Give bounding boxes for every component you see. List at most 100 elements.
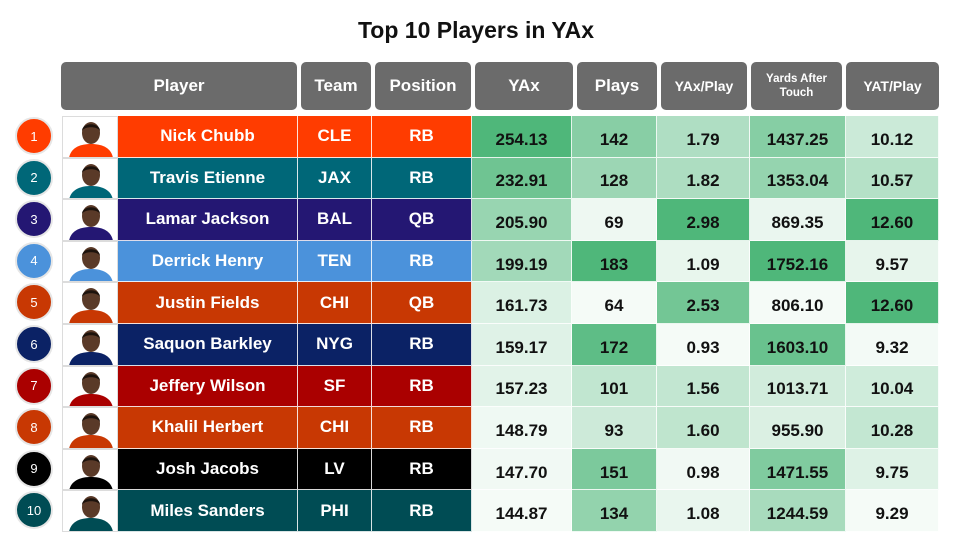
yax-per-play-cell: 0.98 [657, 448, 750, 491]
table-row: 2 Travis Etienne JAX RB 232.91 128 1.82 1353.04… [0, 157, 960, 200]
yat-per-play-cell: 10.04 [846, 365, 939, 408]
table-row: 1 Nick Chubb CLE RB 254.13 142 1.79 1437.25 10.1… [0, 116, 960, 158]
team-cell: CLE [298, 116, 372, 158]
position-cell: RB [372, 490, 472, 532]
header-player: Player [61, 62, 297, 110]
headshot-icon [69, 122, 113, 157]
player-headshot [62, 490, 118, 532]
headshot-icon [69, 454, 113, 490]
yat-per-play-cell: 10.28 [846, 407, 939, 449]
yards-after-touch-cell: 955.90 [750, 407, 846, 449]
header-plays: Plays [577, 62, 657, 110]
position-cell: RB [372, 324, 472, 366]
plays-cell: 64 [572, 282, 657, 324]
position-cell: RB [372, 157, 472, 200]
position-cell: RB [372, 448, 472, 491]
rank-badge: 3 [15, 200, 53, 239]
yax-cell: 147.70 [472, 448, 572, 491]
yat-per-play-cell: 12.60 [846, 282, 939, 324]
player-name-cell: Jeffery Wilson [118, 365, 298, 408]
yax-per-play-cell: 2.53 [657, 282, 750, 324]
table-row: 5 Justin Fields CHI QB 161.73 64 2.53 806.10 12.… [0, 282, 960, 324]
table-row: 4 Derrick Henry TEN RB 199.19 183 1.09 1752.16 9… [0, 240, 960, 283]
position-cell: RB [372, 116, 472, 158]
player-headshot [62, 116, 118, 158]
yards-after-touch-cell: 806.10 [750, 282, 846, 324]
headshot-icon [69, 413, 113, 448]
player-headshot [62, 240, 118, 283]
header-team: Team [301, 62, 371, 110]
yat-per-play-cell: 9.75 [846, 448, 939, 491]
header-yax: YAx [475, 62, 573, 110]
table-row: 8 Khalil Herbert CHI RB 148.79 93 1.60 955.90 10… [0, 407, 960, 449]
player-name-cell: Lamar Jackson [118, 199, 298, 241]
plays-cell: 101 [572, 365, 657, 408]
yards-after-touch-cell: 1437.25 [750, 116, 846, 158]
yax-per-play-cell: 2.98 [657, 199, 750, 241]
team-cell: NYG [298, 324, 372, 366]
rank-badge: 5 [15, 283, 53, 322]
position-cell: QB [372, 282, 472, 324]
player-name-cell: Derrick Henry [118, 240, 298, 283]
yax-cell: 199.19 [472, 240, 572, 283]
table-row: 10 Miles Sanders PHI RB 144.87 134 1.08 1244.59… [0, 490, 960, 532]
player-headshot [62, 199, 118, 241]
plays-cell: 69 [572, 199, 657, 241]
yat-per-play-cell: 9.57 [846, 240, 939, 283]
yax-per-play-cell: 1.56 [657, 365, 750, 408]
table-row: 3 Lamar Jackson BAL QB 205.90 69 2.98 869.35 12.… [0, 199, 960, 241]
header-yat-per-play: YAT/Play [846, 62, 939, 110]
yax-cell: 205.90 [472, 199, 572, 241]
player-name-cell: Khalil Herbert [118, 407, 298, 449]
rank-badge: 1 [15, 117, 53, 155]
header-position: Position [375, 62, 471, 110]
plays-cell: 183 [572, 240, 657, 283]
yax-per-play-cell: 1.82 [657, 157, 750, 200]
yax-per-play-cell: 1.09 [657, 240, 750, 283]
player-name-cell: Justin Fields [118, 282, 298, 324]
rank-badge: 6 [15, 325, 53, 363]
yax-cell: 159.17 [472, 324, 572, 366]
position-cell: RB [372, 240, 472, 283]
yat-per-play-cell: 10.12 [846, 116, 939, 158]
yards-after-touch-cell: 1471.55 [750, 448, 846, 491]
headshot-icon [69, 246, 113, 282]
team-cell: JAX [298, 157, 372, 200]
headshot-icon [69, 496, 113, 531]
player-name-cell: Nick Chubb [118, 116, 298, 158]
yax-cell: 161.73 [472, 282, 572, 324]
header-yards-after-touch: Yards After Touch [751, 62, 842, 110]
player-name-cell: Saquon Barkley [118, 324, 298, 366]
player-name-cell: Travis Etienne [118, 157, 298, 200]
yards-after-touch-cell: 1603.10 [750, 324, 846, 366]
plays-cell: 93 [572, 407, 657, 449]
team-cell: LV [298, 448, 372, 491]
headshot-icon [69, 288, 113, 323]
yax-cell: 254.13 [472, 116, 572, 158]
table-row: 9 Josh Jacobs LV RB 147.70 151 0.98 1471.55 9.75 [0, 448, 960, 491]
rank-badge: 8 [15, 408, 53, 447]
player-name-cell: Miles Sanders [118, 490, 298, 532]
player-headshot [62, 448, 118, 491]
yax-per-play-cell: 0.93 [657, 324, 750, 366]
team-cell: SF [298, 365, 372, 408]
team-cell: CHI [298, 282, 372, 324]
yax-cell: 144.87 [472, 490, 572, 532]
position-cell: QB [372, 199, 472, 241]
player-headshot [62, 157, 118, 200]
team-cell: BAL [298, 199, 372, 241]
yards-after-touch-cell: 869.35 [750, 199, 846, 241]
yards-after-touch-cell: 1353.04 [750, 157, 846, 200]
plays-cell: 151 [572, 448, 657, 491]
yax-cell: 157.23 [472, 365, 572, 408]
rank-badge: 4 [15, 241, 53, 280]
headshot-icon [69, 330, 113, 365]
rank-badge: 10 [15, 491, 53, 530]
yards-after-touch-cell: 1244.59 [750, 490, 846, 532]
yat-per-play-cell: 12.60 [846, 199, 939, 241]
yards-after-touch-cell: 1013.71 [750, 365, 846, 408]
table-row: 6 Saquon Barkley NYG RB 159.17 172 0.93 1603.10… [0, 324, 960, 366]
yax-per-play-cell: 1.08 [657, 490, 750, 532]
position-cell: RB [372, 407, 472, 449]
yat-per-play-cell: 9.32 [846, 324, 939, 366]
